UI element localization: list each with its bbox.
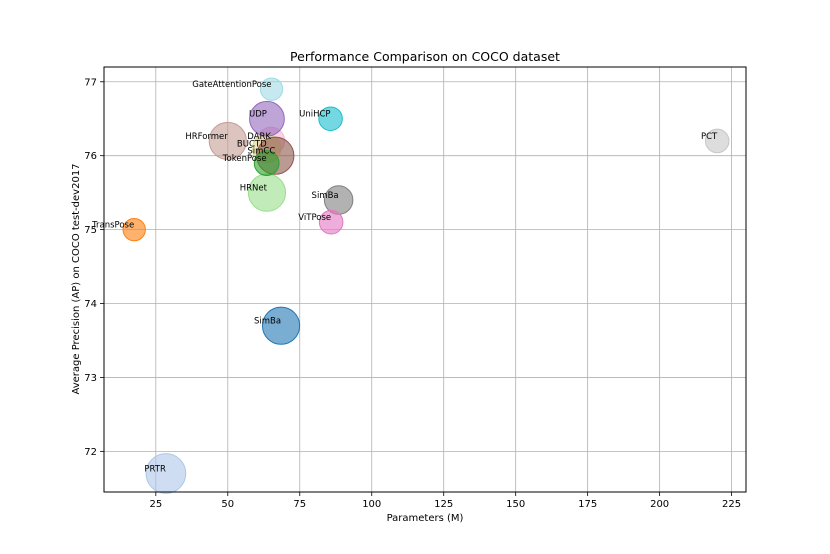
point-label: HRFormer [185,132,228,142]
x-tick-label: 75 [293,499,306,510]
data-point [249,100,285,137]
point-label: PCT [701,132,718,142]
x-tick-label: 150 [506,499,525,510]
data-point [318,106,343,132]
x-tick-label: 100 [362,499,381,510]
data-point [145,453,187,494]
y-tick-label: 77 [84,77,97,88]
point-labels: PRTR SimBa TransPose HRNet SimBa ViTPose HRFor… [91,80,718,474]
x-axis-ticks: 25 50 75 100 125 150 175 200 225 [149,492,741,510]
x-tick-label: 125 [434,499,453,510]
point-label: GateAttentionPose [192,80,271,90]
y-tick-label: 75 [84,225,97,236]
data-point [208,121,247,161]
x-tick-label: 50 [221,499,234,510]
point-label: UDP [249,110,267,120]
y-tick-label: 72 [84,447,97,458]
data-points [122,77,730,494]
point-label: ViTPose [298,213,331,223]
grid [104,67,746,492]
point-label: SimBa [254,317,281,327]
data-point [259,77,284,101]
data-point [704,128,730,154]
plot-frame [103,66,747,493]
chart-title: Performance Comparison on COCO dataset [290,49,560,64]
y-axis-label: Average Precision (AP) on COCO test-dev2… [71,163,82,394]
point-label: UniHCP [299,110,330,120]
y-tick-label: 73 [84,373,97,384]
y-axis-ticks: 72 73 74 75 76 77 [84,77,104,458]
point-label: TokenPose [222,154,267,164]
x-tick-label: 175 [578,499,597,510]
point-label: PRTR [144,465,166,475]
data-point [318,209,344,235]
data-point [253,150,280,176]
data-point [122,217,146,242]
point-label: SimCC [247,147,275,157]
point-label: DARK [247,132,271,142]
data-point [261,306,301,345]
x-axis-label: Parameters (M) [387,513,464,524]
y-tick-label: 74 [84,299,97,310]
y-tick-label: 76 [84,151,97,162]
point-label: SimBa [312,191,339,201]
point-label: BUCTD [237,139,267,149]
x-tick-label: 200 [650,499,669,510]
point-label: HRNet [240,184,268,194]
x-tick-label: 25 [149,499,162,510]
point-label: TransPose [91,221,134,231]
x-tick-label: 225 [722,499,741,510]
